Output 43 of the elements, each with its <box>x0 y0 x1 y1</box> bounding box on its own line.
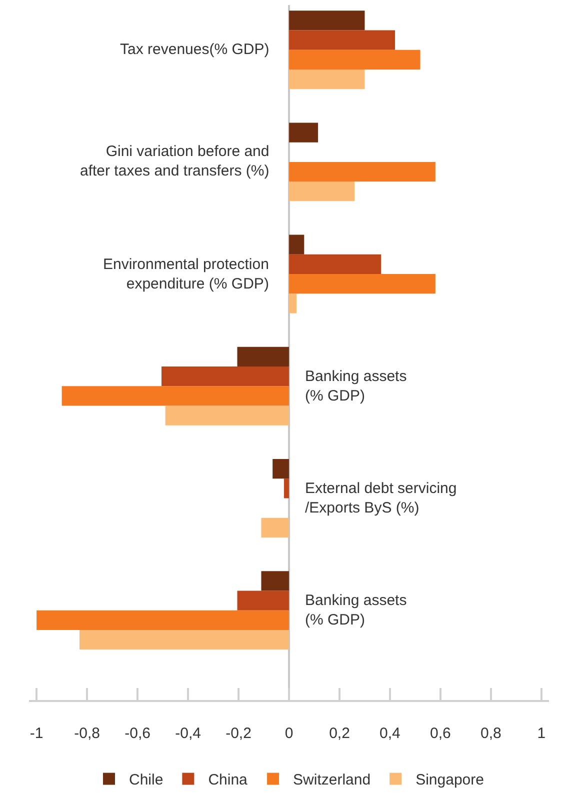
bar <box>62 386 289 406</box>
bar <box>289 69 365 90</box>
y-tick-label: External debt servicing /Exports ByS (%) <box>305 480 457 516</box>
bar <box>162 366 289 386</box>
bar <box>289 234 304 254</box>
bar <box>289 182 355 202</box>
bar <box>289 254 382 274</box>
x-tick-label: 0,4 <box>380 725 400 742</box>
bar <box>237 590 289 610</box>
bar <box>289 294 297 314</box>
bar <box>289 162 436 182</box>
y-tick-label: Environmental protection expenditure (% GDP) <box>103 256 269 292</box>
x-tick-label: 0,8 <box>480 725 502 742</box>
x-tick-label: 0 <box>284 725 294 742</box>
bar <box>79 630 289 650</box>
bar <box>284 478 289 498</box>
legend-label: Singapore <box>416 772 484 789</box>
bar <box>289 274 436 294</box>
bar <box>272 458 289 479</box>
x-tick-label: -0,2 <box>226 725 252 742</box>
y-tick-label: Gini variation before and after taxes and transfers (%) <box>80 143 270 180</box>
x-tick-label: 0,2 <box>329 725 350 742</box>
y-tick-label: Banking assets (% GDP) <box>305 592 407 628</box>
x-tick-label: 1 <box>537 725 546 742</box>
y-tick-label: Tax revenues(% GDP) <box>120 41 270 58</box>
legend-label: China <box>208 772 248 789</box>
bar <box>261 571 289 591</box>
bar <box>289 122 318 142</box>
bar <box>261 518 289 538</box>
bar <box>237 346 289 367</box>
bar <box>36 610 289 630</box>
x-tick-label: -1 <box>30 725 44 742</box>
x-tick-label: 0,6 <box>430 725 451 742</box>
bar <box>289 10 365 30</box>
x-tick-label: -0,4 <box>175 725 201 742</box>
legend-label: Chile <box>129 772 164 789</box>
legend-label: Switzerland <box>293 772 371 789</box>
x-tick-label: -0,8 <box>74 725 100 742</box>
y-tick-label: Banking assets (% GDP) <box>305 368 407 404</box>
bar <box>289 30 396 50</box>
bar <box>289 50 420 70</box>
bar <box>165 406 289 426</box>
x-tick-label: -0,6 <box>124 725 150 742</box>
